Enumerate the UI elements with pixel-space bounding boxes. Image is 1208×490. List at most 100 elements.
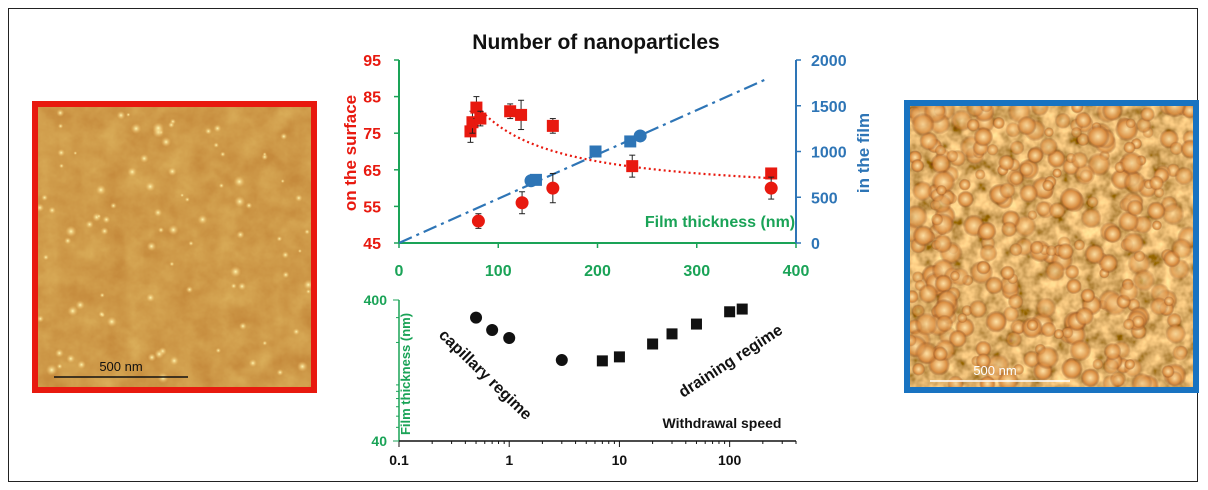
- y-right-tick-label: 500: [811, 190, 838, 207]
- afm-particle: [213, 142, 220, 148]
- afm-particle: [230, 282, 237, 290]
- afm-particle: [106, 316, 118, 328]
- capillary-point: [486, 324, 499, 337]
- hyperbolic-fit-line: [477, 106, 771, 180]
- afm-grain: [1118, 281, 1139, 302]
- afm-grain: [1009, 242, 1023, 257]
- y-left-tick-label: 95: [363, 53, 381, 70]
- afm-particle: [96, 214, 101, 219]
- x-tick-label: 300: [683, 263, 710, 280]
- draining-point: [613, 351, 625, 363]
- afm-grain: [1163, 296, 1175, 307]
- afm-grain: [1001, 221, 1018, 238]
- afm-particle: [67, 305, 79, 317]
- afm-image-left: 500 nm: [32, 101, 317, 393]
- afm-grain: [1044, 260, 1066, 282]
- film-square-point: [589, 145, 602, 158]
- annotation-draining: draining regime: [676, 322, 786, 402]
- surface-circle-point: [515, 196, 529, 210]
- surface-circle-point: [764, 181, 778, 195]
- afm-particle: [85, 220, 94, 229]
- afm-particle: [218, 182, 225, 189]
- afm-particle: [154, 349, 165, 359]
- afm-grain: [973, 126, 994, 147]
- afm-particle: [77, 360, 86, 370]
- bottom-x-tick-label: 1: [505, 452, 513, 468]
- afm-grain: [1086, 196, 1099, 209]
- afm-grain: [1123, 171, 1147, 194]
- afm-grain: [910, 204, 928, 229]
- afm-grain: [977, 221, 997, 241]
- afm-particle: [237, 282, 247, 291]
- afm-grain: [1163, 106, 1187, 118]
- afm-grain: [980, 106, 993, 113]
- afm-particle: [38, 203, 45, 212]
- afm-grain: [1086, 124, 1110, 149]
- afm-particle: [297, 361, 308, 372]
- draining-point: [736, 303, 748, 315]
- afm-particle: [292, 328, 300, 336]
- afm-grain: [1073, 239, 1086, 251]
- surface-circle-point: [546, 181, 560, 195]
- afm-grain: [1122, 318, 1135, 331]
- afm-grain: [966, 118, 980, 132]
- afm-grain: [958, 178, 971, 191]
- afm-particle: [110, 202, 117, 209]
- afm-grain: [1080, 368, 1100, 387]
- afm-grain: [1054, 112, 1072, 129]
- annotation-capillary: capillary regime: [435, 327, 535, 424]
- bottom-x-tick-label: 10: [612, 452, 628, 468]
- afm-particle: [57, 148, 66, 157]
- afm-right-texture: 500 nm: [910, 106, 1193, 387]
- afm-grain: [965, 106, 985, 118]
- afm-grain: [1080, 288, 1096, 304]
- afm-grain: [1029, 240, 1045, 255]
- afm-grain: [1060, 357, 1083, 380]
- afm-grain: [975, 340, 992, 358]
- afm-particle: [66, 354, 76, 364]
- afm-grain: [919, 131, 939, 151]
- afm-particle: [304, 228, 310, 235]
- afm-grain: [1045, 244, 1058, 257]
- afm-grain: [1170, 237, 1193, 260]
- afm-particle: [215, 347, 222, 354]
- afm-particle: [42, 254, 49, 261]
- afm-grain: [910, 334, 917, 347]
- afm-particle: [126, 112, 131, 117]
- afm-grain: [1012, 363, 1025, 376]
- afm-grain: [986, 143, 999, 156]
- afm-grain: [1074, 163, 1096, 186]
- afm-grain: [1123, 141, 1136, 154]
- afm-grain: [1016, 115, 1037, 136]
- afm-grain: [1102, 357, 1120, 375]
- y-right-tick-label: 0: [811, 236, 820, 253]
- afm-grain: [1035, 345, 1060, 370]
- afm-grain: [911, 112, 935, 137]
- afm-grain: [1019, 162, 1034, 177]
- afm-grain: [932, 298, 956, 322]
- afm-grain: [957, 312, 968, 324]
- afm-particle: [262, 340, 268, 346]
- bottom-x-tick-label: 100: [718, 452, 742, 468]
- afm-particle: [75, 300, 85, 310]
- afm-grain: [1009, 140, 1025, 156]
- afm-grain: [1070, 126, 1082, 138]
- bottom-x-tick-label: 0.1: [389, 452, 409, 468]
- afm-particle: [167, 121, 175, 129]
- afm-particle: [145, 293, 156, 303]
- afm-grain: [1080, 207, 1102, 229]
- afm-grain: [1103, 342, 1122, 361]
- afm-grain: [1151, 220, 1163, 231]
- bottom-y-axis-label: Film thickness (nm): [398, 313, 413, 435]
- afm-grain: [1161, 364, 1175, 379]
- afm-grain: [934, 274, 953, 293]
- afm-grain: [910, 289, 919, 304]
- afm-particle: [127, 167, 138, 177]
- y-right-tick-label: 1000: [811, 145, 847, 162]
- surface-square-point: [474, 112, 487, 125]
- afm-grain: [1132, 268, 1156, 292]
- afm-particle: [276, 235, 283, 242]
- afm-particle: [145, 181, 156, 192]
- x-tick-label: 0: [395, 263, 404, 280]
- surface-square-point: [765, 167, 778, 180]
